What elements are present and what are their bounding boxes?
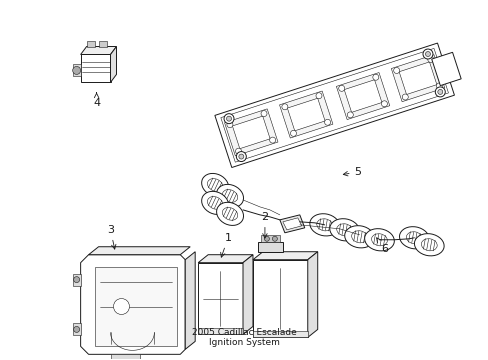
Polygon shape <box>287 98 325 131</box>
Polygon shape <box>81 255 185 354</box>
Polygon shape <box>198 328 243 334</box>
Polygon shape <box>390 55 444 102</box>
Text: 5: 5 <box>343 167 361 177</box>
Text: 4: 4 <box>93 93 100 108</box>
Ellipse shape <box>269 137 275 143</box>
Text: 6: 6 <box>376 238 387 254</box>
Ellipse shape <box>399 227 428 249</box>
Ellipse shape <box>434 87 445 97</box>
Polygon shape <box>398 62 436 94</box>
Ellipse shape <box>329 219 359 241</box>
Polygon shape <box>198 255 252 263</box>
Ellipse shape <box>425 51 429 57</box>
Polygon shape <box>185 252 195 349</box>
Polygon shape <box>198 263 243 334</box>
Ellipse shape <box>316 219 332 231</box>
Polygon shape <box>282 218 301 230</box>
Ellipse shape <box>309 214 339 236</box>
Polygon shape <box>307 252 317 337</box>
Ellipse shape <box>422 49 432 59</box>
Ellipse shape <box>435 83 442 89</box>
Ellipse shape <box>236 152 246 162</box>
Ellipse shape <box>222 190 237 202</box>
Polygon shape <box>73 323 81 336</box>
Polygon shape <box>81 46 116 54</box>
Ellipse shape <box>393 67 399 73</box>
Polygon shape <box>252 332 307 337</box>
Ellipse shape <box>74 327 80 332</box>
Ellipse shape <box>338 85 344 91</box>
Ellipse shape <box>344 226 374 248</box>
Ellipse shape <box>207 197 223 209</box>
Ellipse shape <box>346 112 353 118</box>
Polygon shape <box>73 274 81 285</box>
Ellipse shape <box>113 298 129 315</box>
Text: 3: 3 <box>107 225 116 249</box>
Ellipse shape <box>290 130 296 136</box>
Ellipse shape <box>74 276 80 283</box>
Ellipse shape <box>421 239 436 251</box>
Ellipse shape <box>216 184 243 207</box>
Polygon shape <box>88 247 190 255</box>
Ellipse shape <box>222 207 237 220</box>
Ellipse shape <box>336 224 352 236</box>
Polygon shape <box>110 46 116 82</box>
Ellipse shape <box>207 179 223 192</box>
Polygon shape <box>279 215 304 233</box>
Polygon shape <box>252 260 307 337</box>
Ellipse shape <box>414 234 443 256</box>
Polygon shape <box>261 235 279 242</box>
Polygon shape <box>99 41 106 46</box>
Polygon shape <box>243 255 252 334</box>
Ellipse shape <box>372 74 378 80</box>
Ellipse shape <box>201 174 228 197</box>
Ellipse shape <box>402 94 407 100</box>
Ellipse shape <box>371 234 386 246</box>
Ellipse shape <box>324 119 330 125</box>
Polygon shape <box>431 52 460 86</box>
Polygon shape <box>252 252 317 260</box>
Polygon shape <box>232 116 269 149</box>
Ellipse shape <box>238 154 244 159</box>
Ellipse shape <box>261 111 266 117</box>
Polygon shape <box>94 267 177 346</box>
Text: 1: 1 <box>220 233 231 257</box>
Ellipse shape <box>437 89 442 94</box>
Ellipse shape <box>264 236 269 241</box>
Ellipse shape <box>427 57 433 62</box>
Ellipse shape <box>351 231 366 243</box>
Ellipse shape <box>224 114 234 123</box>
Polygon shape <box>258 242 282 252</box>
Ellipse shape <box>216 202 243 225</box>
Polygon shape <box>110 354 140 360</box>
Ellipse shape <box>364 229 393 251</box>
Text: 2: 2 <box>261 212 268 238</box>
Ellipse shape <box>381 101 386 107</box>
Polygon shape <box>336 73 389 120</box>
Polygon shape <box>73 64 81 76</box>
Ellipse shape <box>272 236 277 241</box>
Ellipse shape <box>226 122 232 128</box>
Ellipse shape <box>235 148 241 154</box>
Polygon shape <box>279 91 332 138</box>
Polygon shape <box>344 80 381 112</box>
Text: 2005 Cadillac Escalade
Ignition System: 2005 Cadillac Escalade Ignition System <box>191 328 296 347</box>
Polygon shape <box>81 54 110 82</box>
Polygon shape <box>221 48 447 162</box>
Polygon shape <box>214 43 453 167</box>
Ellipse shape <box>315 93 321 99</box>
Polygon shape <box>224 109 277 156</box>
Ellipse shape <box>226 116 231 121</box>
Ellipse shape <box>406 232 422 244</box>
Ellipse shape <box>73 67 81 75</box>
Ellipse shape <box>281 104 287 110</box>
Polygon shape <box>86 41 94 46</box>
Ellipse shape <box>201 192 228 215</box>
